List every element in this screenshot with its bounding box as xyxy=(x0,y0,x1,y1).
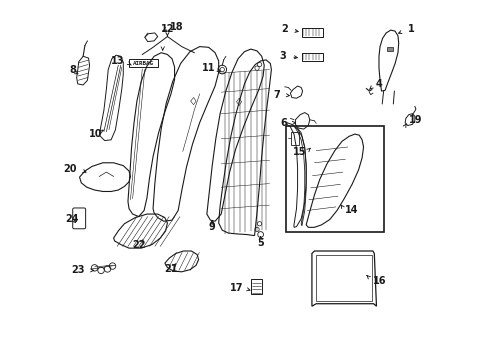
Text: 11: 11 xyxy=(201,63,215,73)
Text: 5: 5 xyxy=(257,238,264,248)
Text: 16: 16 xyxy=(372,276,386,286)
Text: 24: 24 xyxy=(65,214,78,224)
Text: 2: 2 xyxy=(280,24,287,35)
Text: 18: 18 xyxy=(169,22,183,32)
Text: 8: 8 xyxy=(69,64,76,75)
Text: 21: 21 xyxy=(164,264,177,274)
Text: 23: 23 xyxy=(71,265,85,275)
Text: 15: 15 xyxy=(292,147,305,157)
Text: 22: 22 xyxy=(132,240,145,250)
Text: 14: 14 xyxy=(344,206,358,216)
Text: 13: 13 xyxy=(111,56,124,66)
Text: 20: 20 xyxy=(63,163,77,174)
Text: 6: 6 xyxy=(280,118,286,128)
FancyBboxPatch shape xyxy=(386,47,392,51)
Text: 19: 19 xyxy=(408,115,421,125)
Text: 7: 7 xyxy=(273,90,280,100)
Text: 17: 17 xyxy=(230,283,244,293)
Text: 12: 12 xyxy=(161,24,174,35)
Text: 4: 4 xyxy=(375,79,381,89)
Text: AIRBAG: AIRBAG xyxy=(133,60,154,66)
Text: 10: 10 xyxy=(89,129,102,139)
Text: 9: 9 xyxy=(208,222,215,232)
Text: 1: 1 xyxy=(407,24,413,35)
Text: 3: 3 xyxy=(279,51,285,61)
